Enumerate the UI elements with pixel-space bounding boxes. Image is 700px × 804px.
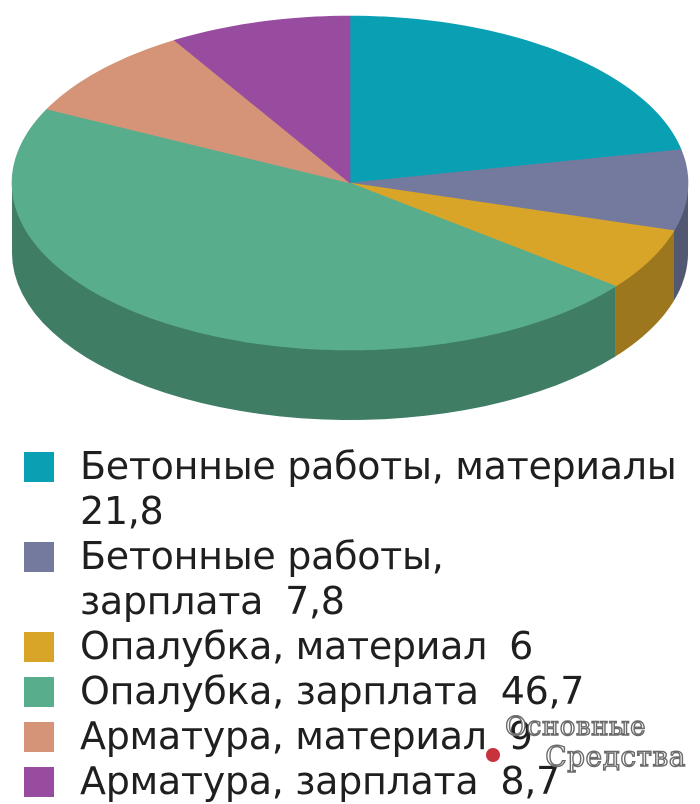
pie-slice-3 xyxy=(11,108,617,351)
legend-value: 21,8 xyxy=(80,489,164,533)
pie-side-2 xyxy=(615,230,674,357)
legend-label: Арматура, зарплата xyxy=(80,759,479,803)
legend-label: Бетонные работы, материалы xyxy=(80,444,677,488)
watermark-line2: Средства xyxy=(545,739,687,773)
legend-item-rebar-material: Арматура, материал 9 xyxy=(24,714,694,759)
legend-label: Опалубка, зарплата xyxy=(80,669,479,713)
pie-slice-0 xyxy=(349,15,682,184)
watermark-line1: Основные xyxy=(504,711,646,742)
legend-swatch xyxy=(24,452,54,482)
legend-label: Арматура, материал xyxy=(80,714,487,758)
legend-item-formwork-material: Опалубка, материал 6 xyxy=(24,624,694,669)
legend-swatch xyxy=(24,542,54,572)
pie-chart-svg xyxy=(11,15,689,420)
pie-slice-4 xyxy=(46,39,351,184)
legend-swatch xyxy=(24,632,54,662)
legend-value: 7,8 xyxy=(285,579,345,623)
legend: Бетонные работы, материалы 21,8 Бетонные … xyxy=(24,444,694,804)
logo-dot-icon xyxy=(486,748,500,762)
pie-chart xyxy=(11,15,689,420)
legend-item-concrete-salary: Бетонные работы, зарплата 7,8 xyxy=(24,534,694,624)
legend-label: Бетонные работы, зарплата xyxy=(80,534,444,623)
watermark-logo: Основные Средства xyxy=(486,711,687,776)
legend-item-formwork-salary: Опалубка, зарплата 46,7 xyxy=(24,669,694,714)
legend-label: Опалубка, материал xyxy=(80,624,488,668)
pie-slice-5 xyxy=(173,15,351,184)
legend-item-concrete-materials: Бетонные работы, материалы 21,8 xyxy=(24,444,694,534)
pie-side-3 xyxy=(12,183,616,420)
legend-value: 46,7 xyxy=(500,669,585,713)
legend-value: 9 xyxy=(508,714,533,758)
pie-slice-2 xyxy=(349,182,675,287)
pie-slice-1 xyxy=(349,149,689,231)
pie-side-1 xyxy=(674,183,688,301)
legend-value: 6 xyxy=(509,624,533,668)
legend-swatch xyxy=(24,677,54,707)
legend-swatch xyxy=(24,767,54,797)
legend-swatch xyxy=(24,722,54,752)
